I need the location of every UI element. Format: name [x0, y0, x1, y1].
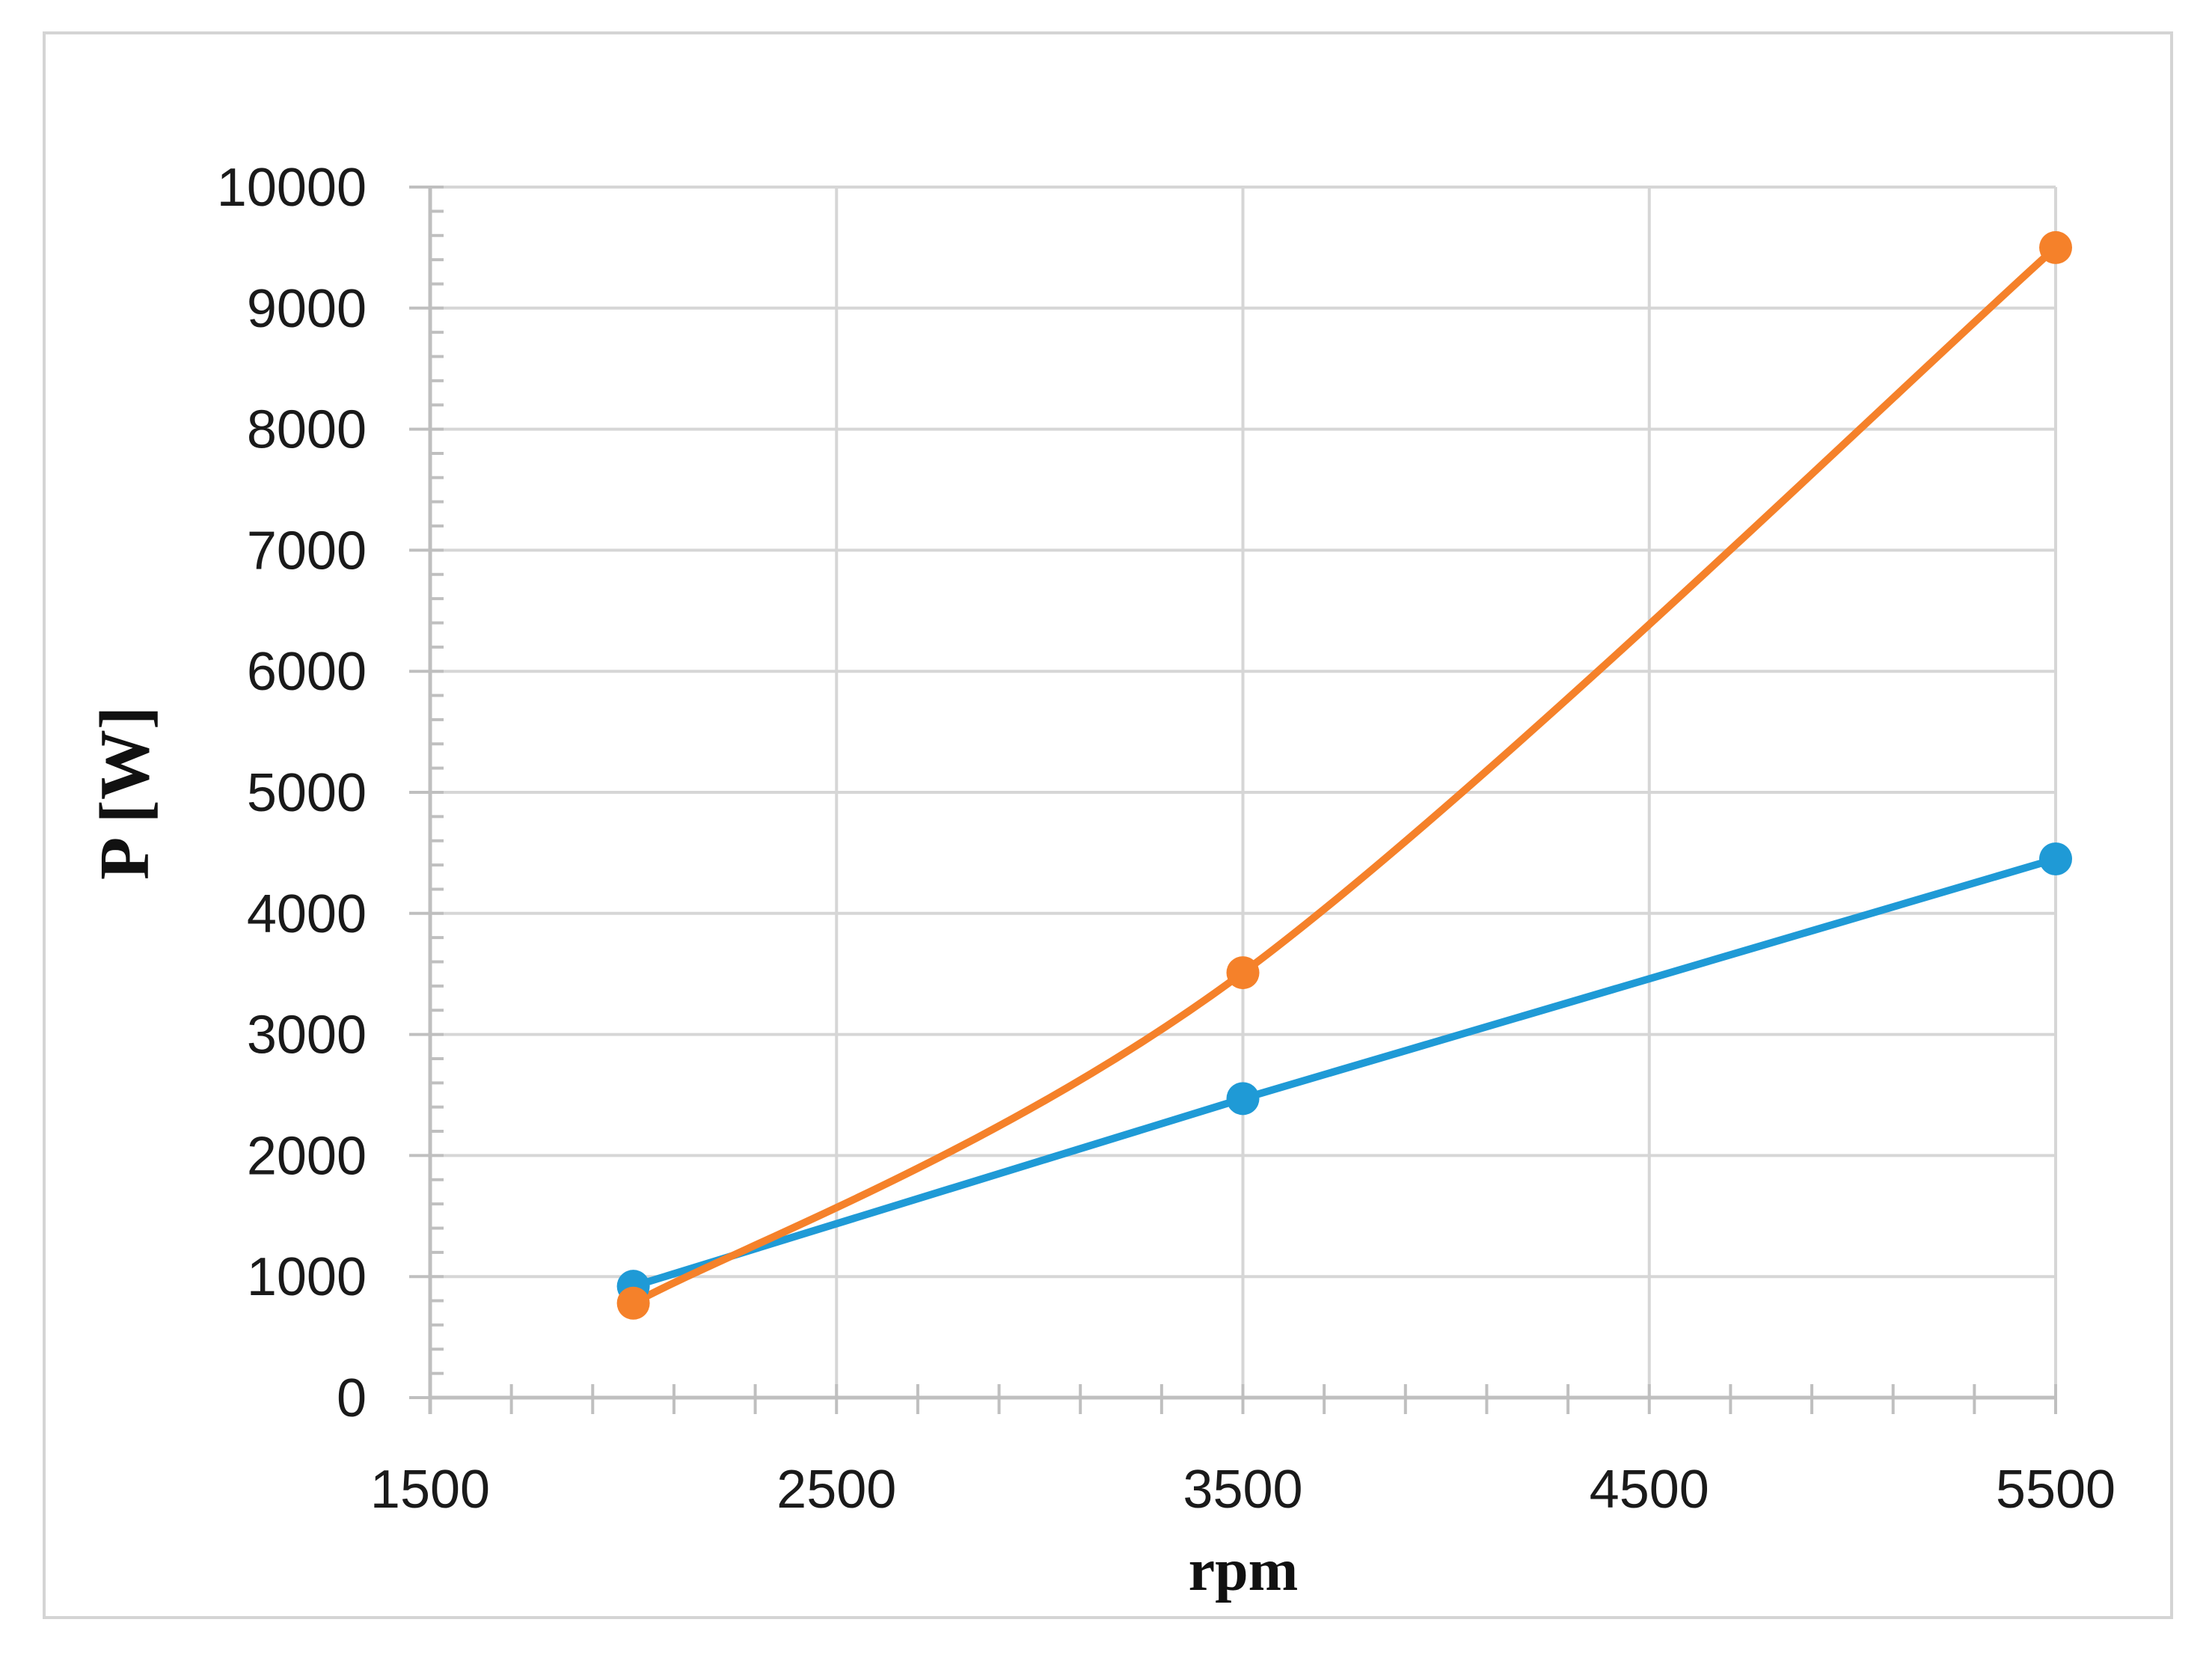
chart-frame — [43, 31, 2173, 1619]
series-2-point — [2039, 230, 2072, 264]
y-tick-label: 9000 — [247, 279, 367, 339]
grid-lines — [430, 186, 2057, 1398]
axes — [409, 186, 2057, 1414]
y-tick-label: 6000 — [247, 642, 367, 702]
series-1-point — [1226, 1082, 1260, 1116]
data-points — [616, 230, 2072, 1320]
y-tick-label: 1000 — [247, 1247, 367, 1307]
series-2-point — [616, 1286, 650, 1320]
x-tick-label: 4500 — [1590, 1460, 1709, 1520]
y-axis-title: P [W] — [86, 706, 164, 880]
series-1-line — [629, 854, 2059, 1291]
y-tick-label: 5000 — [247, 763, 367, 823]
y-tick-label: 0 — [337, 1368, 367, 1428]
x-axis-title: rpm — [1189, 1538, 1299, 1603]
x-tick-label: 3500 — [1183, 1460, 1302, 1520]
x-tick-label: 1500 — [370, 1460, 490, 1520]
series-2-line — [629, 243, 2059, 1307]
x-tick-label: 5500 — [1996, 1460, 2116, 1520]
y-tick-label: 3000 — [247, 1006, 367, 1065]
series-lines — [629, 243, 2059, 1307]
y-tick-label: 8000 — [247, 400, 367, 460]
x-tick-label: 2500 — [776, 1460, 896, 1520]
y-tick-label: 2000 — [247, 1126, 367, 1186]
tick-labels: 0 1000 2000 3000 4000 5000 6000 7000 8000 9000 100… — [217, 158, 2116, 1520]
series-1-point — [2039, 842, 2072, 875]
y-tick-label: 10000 — [217, 158, 367, 218]
series-2-point — [1226, 956, 1260, 990]
y-tick-label: 4000 — [247, 884, 367, 944]
y-tick-label: 7000 — [247, 521, 367, 581]
